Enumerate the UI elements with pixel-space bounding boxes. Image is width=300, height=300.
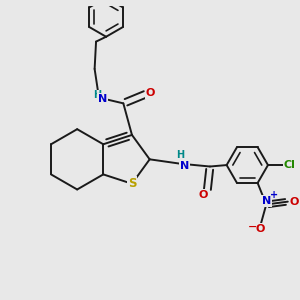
Text: Cl: Cl <box>284 160 296 170</box>
Text: N: N <box>98 94 107 104</box>
Text: O: O <box>198 190 208 200</box>
Text: H: H <box>93 90 102 100</box>
Text: O: O <box>256 224 265 234</box>
Text: +: + <box>270 190 278 200</box>
Text: O: O <box>290 196 299 207</box>
Text: −: − <box>248 222 257 232</box>
Text: N: N <box>179 161 189 171</box>
Text: N: N <box>262 196 271 206</box>
Text: O: O <box>146 88 155 98</box>
Text: S: S <box>128 177 136 190</box>
Text: H: H <box>176 150 184 160</box>
